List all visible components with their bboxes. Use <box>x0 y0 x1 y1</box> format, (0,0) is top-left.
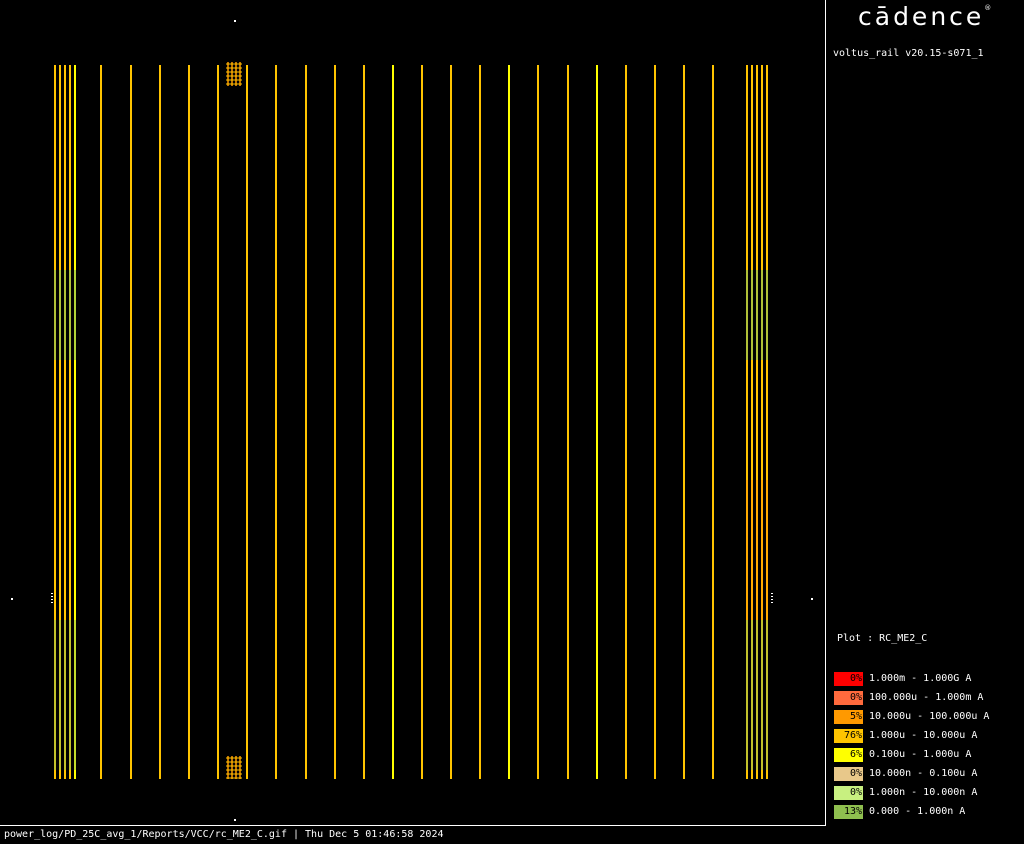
legend-range: 1.000u - 10.000u A <box>869 730 978 741</box>
legend-range: 1.000n - 10.000n A <box>869 787 978 798</box>
legend-swatch: 13% <box>834 805 863 819</box>
pin-marker <box>771 599 773 600</box>
pin-marker <box>771 602 773 603</box>
footer-path: power_log/PD_25C_avg_1/Reports/VCC/rc_ME… <box>4 829 444 840</box>
pin-marker <box>771 593 773 594</box>
legend-swatch: 0% <box>834 786 863 800</box>
pin-marker <box>51 599 53 600</box>
legend-swatch: 0% <box>834 691 863 705</box>
boundary-marker <box>811 598 813 600</box>
legend-range: 10.000n - 0.100u A <box>869 768 978 779</box>
legend-range: 1.000m - 1.000G A <box>869 673 972 684</box>
registered-mark: ® <box>984 4 992 12</box>
plot-name: Plot : RC_ME2_C <box>837 633 928 644</box>
legend-range: 0.100u - 1.000u A <box>869 749 972 760</box>
logo-text: cādence <box>858 2 985 31</box>
legend-swatch: 0% <box>834 672 863 686</box>
pin-marker <box>51 602 53 603</box>
pin-marker <box>51 593 53 594</box>
boundary-marker <box>11 598 13 600</box>
legend-swatch: 6% <box>834 748 863 762</box>
footer-divider <box>0 825 826 826</box>
panel-divider <box>825 0 826 825</box>
legend-range: 100.000u - 1.000m A <box>869 692 984 703</box>
pin-marker <box>771 596 773 597</box>
pin-marker <box>51 596 53 597</box>
boundary-marker <box>234 20 236 22</box>
legend-range: 10.000u - 100.000u A <box>869 711 990 722</box>
legend-swatch: 0% <box>834 767 863 781</box>
legend-swatch: 76% <box>834 729 863 743</box>
cadence-logo: cādence® <box>858 2 991 31</box>
rail-plot-canvas <box>11 20 813 821</box>
tool-version: voltus_rail v20.15-s071_1 <box>833 48 984 59</box>
legend-swatch: 5% <box>834 710 863 724</box>
boundary-marker <box>234 819 236 821</box>
legend-range: 0.000 - 1.000n A <box>869 806 966 817</box>
